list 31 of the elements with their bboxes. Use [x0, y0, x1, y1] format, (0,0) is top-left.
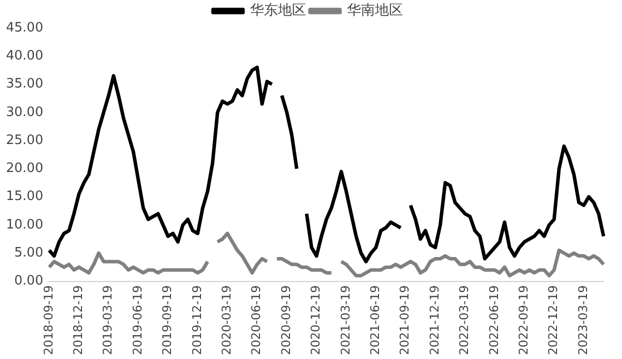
y-tick-label: 35.00 — [6, 76, 44, 92]
y-tick-label: 5.00 — [14, 245, 44, 260]
x-tick-label: 2022-03-19 — [457, 285, 472, 356]
x-tick-label: 2022-06-19 — [486, 285, 501, 356]
x-tick-label: 2023-03-19 — [576, 285, 590, 356]
y-tick-label: 15.00 — [6, 189, 44, 204]
x-tick-label: 2021-03-19 — [338, 285, 352, 356]
x-tick-label: 2020-06-19 — [249, 285, 264, 356]
x-tick-label: 2021-06-19 — [368, 285, 382, 356]
x-tick-label: 2020-12-19 — [308, 285, 323, 356]
y-tick-label: 20.00 — [6, 161, 44, 176]
x-tick-label: 2021-09-19 — [398, 285, 412, 356]
x-tick-label: 2021-12-19 — [427, 285, 442, 356]
x-tick-label: 2019-09-19 — [160, 285, 174, 356]
x-tick-label: 2019-12-19 — [190, 285, 204, 356]
y-tick-label: 10.00 — [6, 217, 44, 232]
legend-label: 华南地区 — [347, 2, 403, 19]
x-tick-label: 2018-09-19 — [41, 285, 56, 356]
y-tick-label: 40.00 — [6, 48, 44, 64]
y-tick-label: 25.00 — [6, 132, 44, 148]
legend-label: 华东地区 — [250, 2, 306, 19]
x-tick-label: 2022-09-19 — [516, 285, 531, 356]
y-tick-label: 45.00 — [6, 20, 44, 36]
x-tick-label: 2019-03-19 — [100, 285, 115, 356]
y-tick-label: 30.00 — [6, 104, 44, 120]
x-tick-label: 2020-03-19 — [220, 285, 234, 356]
x-tick-label: 2018-12-19 — [71, 285, 86, 356]
y-tick-label: 0.00 — [14, 274, 44, 289]
x-tick-label: 2022-12-19 — [546, 285, 560, 356]
x-tick-label: 2019-06-19 — [130, 285, 144, 356]
x-tick-label: 2020-09-19 — [278, 285, 293, 356]
